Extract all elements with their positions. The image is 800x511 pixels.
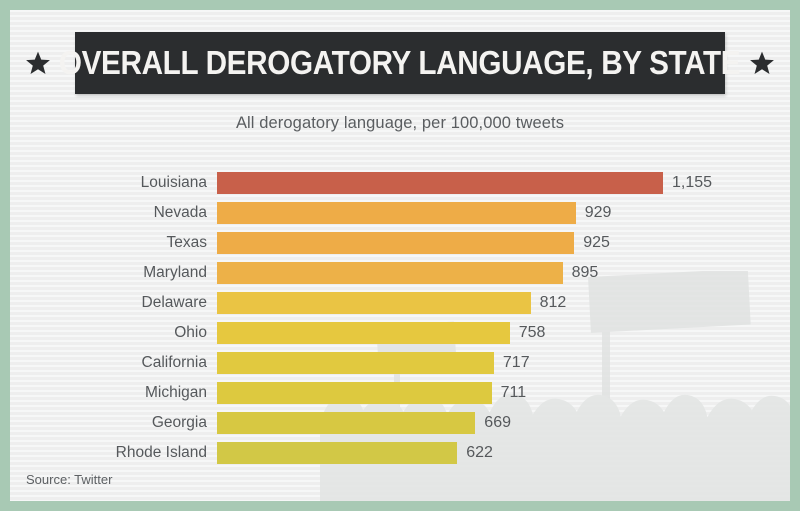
source-note: Source: Twitter [26, 472, 113, 487]
bar-container: 929 [217, 202, 611, 224]
chart-subtitle: All derogatory language, per 100,000 twe… [235, 114, 565, 132]
header: OVERALL DEROGATORY LANGUAGE, BY STATE [10, 32, 790, 94]
star-icon-right [750, 51, 774, 75]
bar-container: 812 [217, 292, 566, 314]
bar-row: Maryland 895 [10, 258, 790, 288]
infographic-panel: OVERALL DEROGATORY LANGUAGE, BY STATE Al… [10, 10, 790, 501]
bar-container: 895 [217, 262, 598, 284]
bar-value-label: 895 [571, 264, 599, 281]
bar-value-label: 711 [500, 384, 527, 401]
bar-value-label: 1,155 [672, 174, 713, 191]
bar-category-label: Texas [166, 234, 208, 251]
bar-value-label: 669 [484, 414, 511, 431]
bar-container: 1,155 [217, 172, 712, 194]
bar-row: Delaware 812 [10, 288, 790, 318]
bar-value-label: 925 [583, 234, 610, 251]
bar-category-label: Louisiana [140, 174, 207, 191]
bar-row: California 717 [10, 348, 790, 378]
bar [217, 412, 476, 434]
bar-row: Rhode Island 622 [10, 438, 790, 468]
star-icon-left [26, 51, 50, 75]
bar-category-label: Michigan [144, 384, 207, 401]
bar-value-label: 929 [584, 204, 612, 221]
bar-value-label: 622 [466, 444, 493, 461]
bar-category-label: Maryland [143, 264, 207, 281]
bar [217, 262, 563, 284]
bar-row: Louisiana 1,155 [10, 168, 790, 198]
bar [217, 292, 531, 314]
bar-container: 711 [217, 382, 526, 404]
bar-container: 622 [217, 442, 493, 464]
bar-container: 758 [217, 322, 545, 344]
infographic-content: OVERALL DEROGATORY LANGUAGE, BY STATE Al… [10, 10, 790, 501]
bar-row: Texas 925 [10, 228, 790, 258]
bar-container: 717 [217, 352, 530, 374]
bar [217, 322, 510, 344]
bar [217, 232, 575, 254]
bar [217, 442, 458, 464]
bar-category-label: Delaware [141, 294, 207, 311]
bar-value-label: 717 [502, 354, 530, 371]
page-title: OVERALL DEROGATORY LANGUAGE, BY STATE [59, 44, 741, 81]
bar-category-label: California [141, 354, 207, 371]
bar-category-label: Ohio [174, 324, 207, 341]
title-plate: OVERALL DEROGATORY LANGUAGE, BY STATE [59, 32, 741, 94]
bar-row: Michigan 711 [10, 378, 790, 408]
bar [217, 382, 492, 404]
bar-row: Ohio 758 [10, 318, 790, 348]
bar-container: 925 [217, 232, 610, 254]
bar-category-label: Georgia [151, 414, 207, 431]
bar-category-label: Nevada [153, 204, 207, 221]
bar [217, 202, 576, 224]
bar-row: Nevada 929 [10, 198, 790, 228]
bar-chart: Louisiana 1,155 Nevada 929 Texas 925 Maryland 8… [10, 168, 790, 468]
bar-category-label: Rhode Island [115, 444, 207, 461]
bar [217, 352, 494, 374]
bar-row: Georgia 669 [10, 408, 790, 438]
bar-value-label: 758 [518, 324, 546, 341]
bar [217, 172, 663, 194]
bar-value-label: 812 [539, 294, 567, 311]
bar-container: 669 [217, 412, 511, 434]
